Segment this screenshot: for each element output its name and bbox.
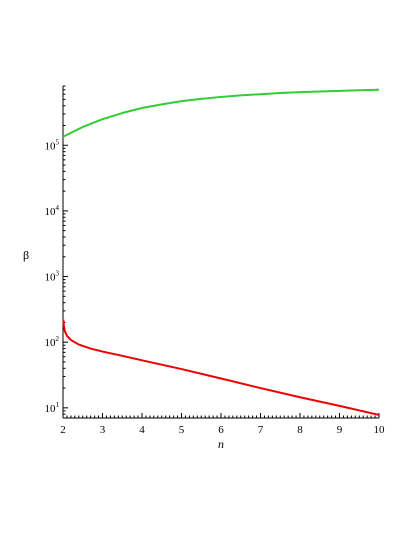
y-tick-base: 10 xyxy=(45,206,57,218)
y-tick-base: 10 xyxy=(45,140,57,152)
y-tick-label: 102 xyxy=(45,335,60,349)
y-tick-exponent: 4 xyxy=(56,204,60,212)
x-tick-label: 4 xyxy=(139,424,145,436)
series-line-0 xyxy=(62,88,380,138)
y-tick-base: 10 xyxy=(45,272,57,284)
y-tick-exponent: 2 xyxy=(56,335,60,343)
x-tick-label: 7 xyxy=(258,424,264,436)
y-tick-exponent: 5 xyxy=(56,138,60,146)
x-tick-label: 5 xyxy=(179,424,185,436)
y-axis-label: β xyxy=(23,248,29,262)
series-layer xyxy=(62,88,380,416)
y-tick-label: 104 xyxy=(45,204,60,218)
x-tick-label: 3 xyxy=(100,424,106,436)
y-tick-label: 101 xyxy=(45,401,60,415)
y-tick-base: 10 xyxy=(45,403,57,415)
y-tick-label: 103 xyxy=(45,270,60,284)
x-axis-label: n xyxy=(218,437,224,451)
x-tick-label: 9 xyxy=(337,424,343,436)
axes xyxy=(62,86,379,419)
x-tick-label: 10 xyxy=(374,424,386,436)
x-tick-label: 8 xyxy=(297,424,303,436)
x-tick-label: 2 xyxy=(60,424,66,436)
y-tick-base: 10 xyxy=(45,337,57,349)
series-line-1 xyxy=(62,319,380,416)
x-tick-label: 6 xyxy=(218,424,224,436)
y-tick-label: 105 xyxy=(45,138,60,152)
y-tick-exponent: 1 xyxy=(56,401,60,409)
y-tick-exponent: 3 xyxy=(56,270,60,278)
